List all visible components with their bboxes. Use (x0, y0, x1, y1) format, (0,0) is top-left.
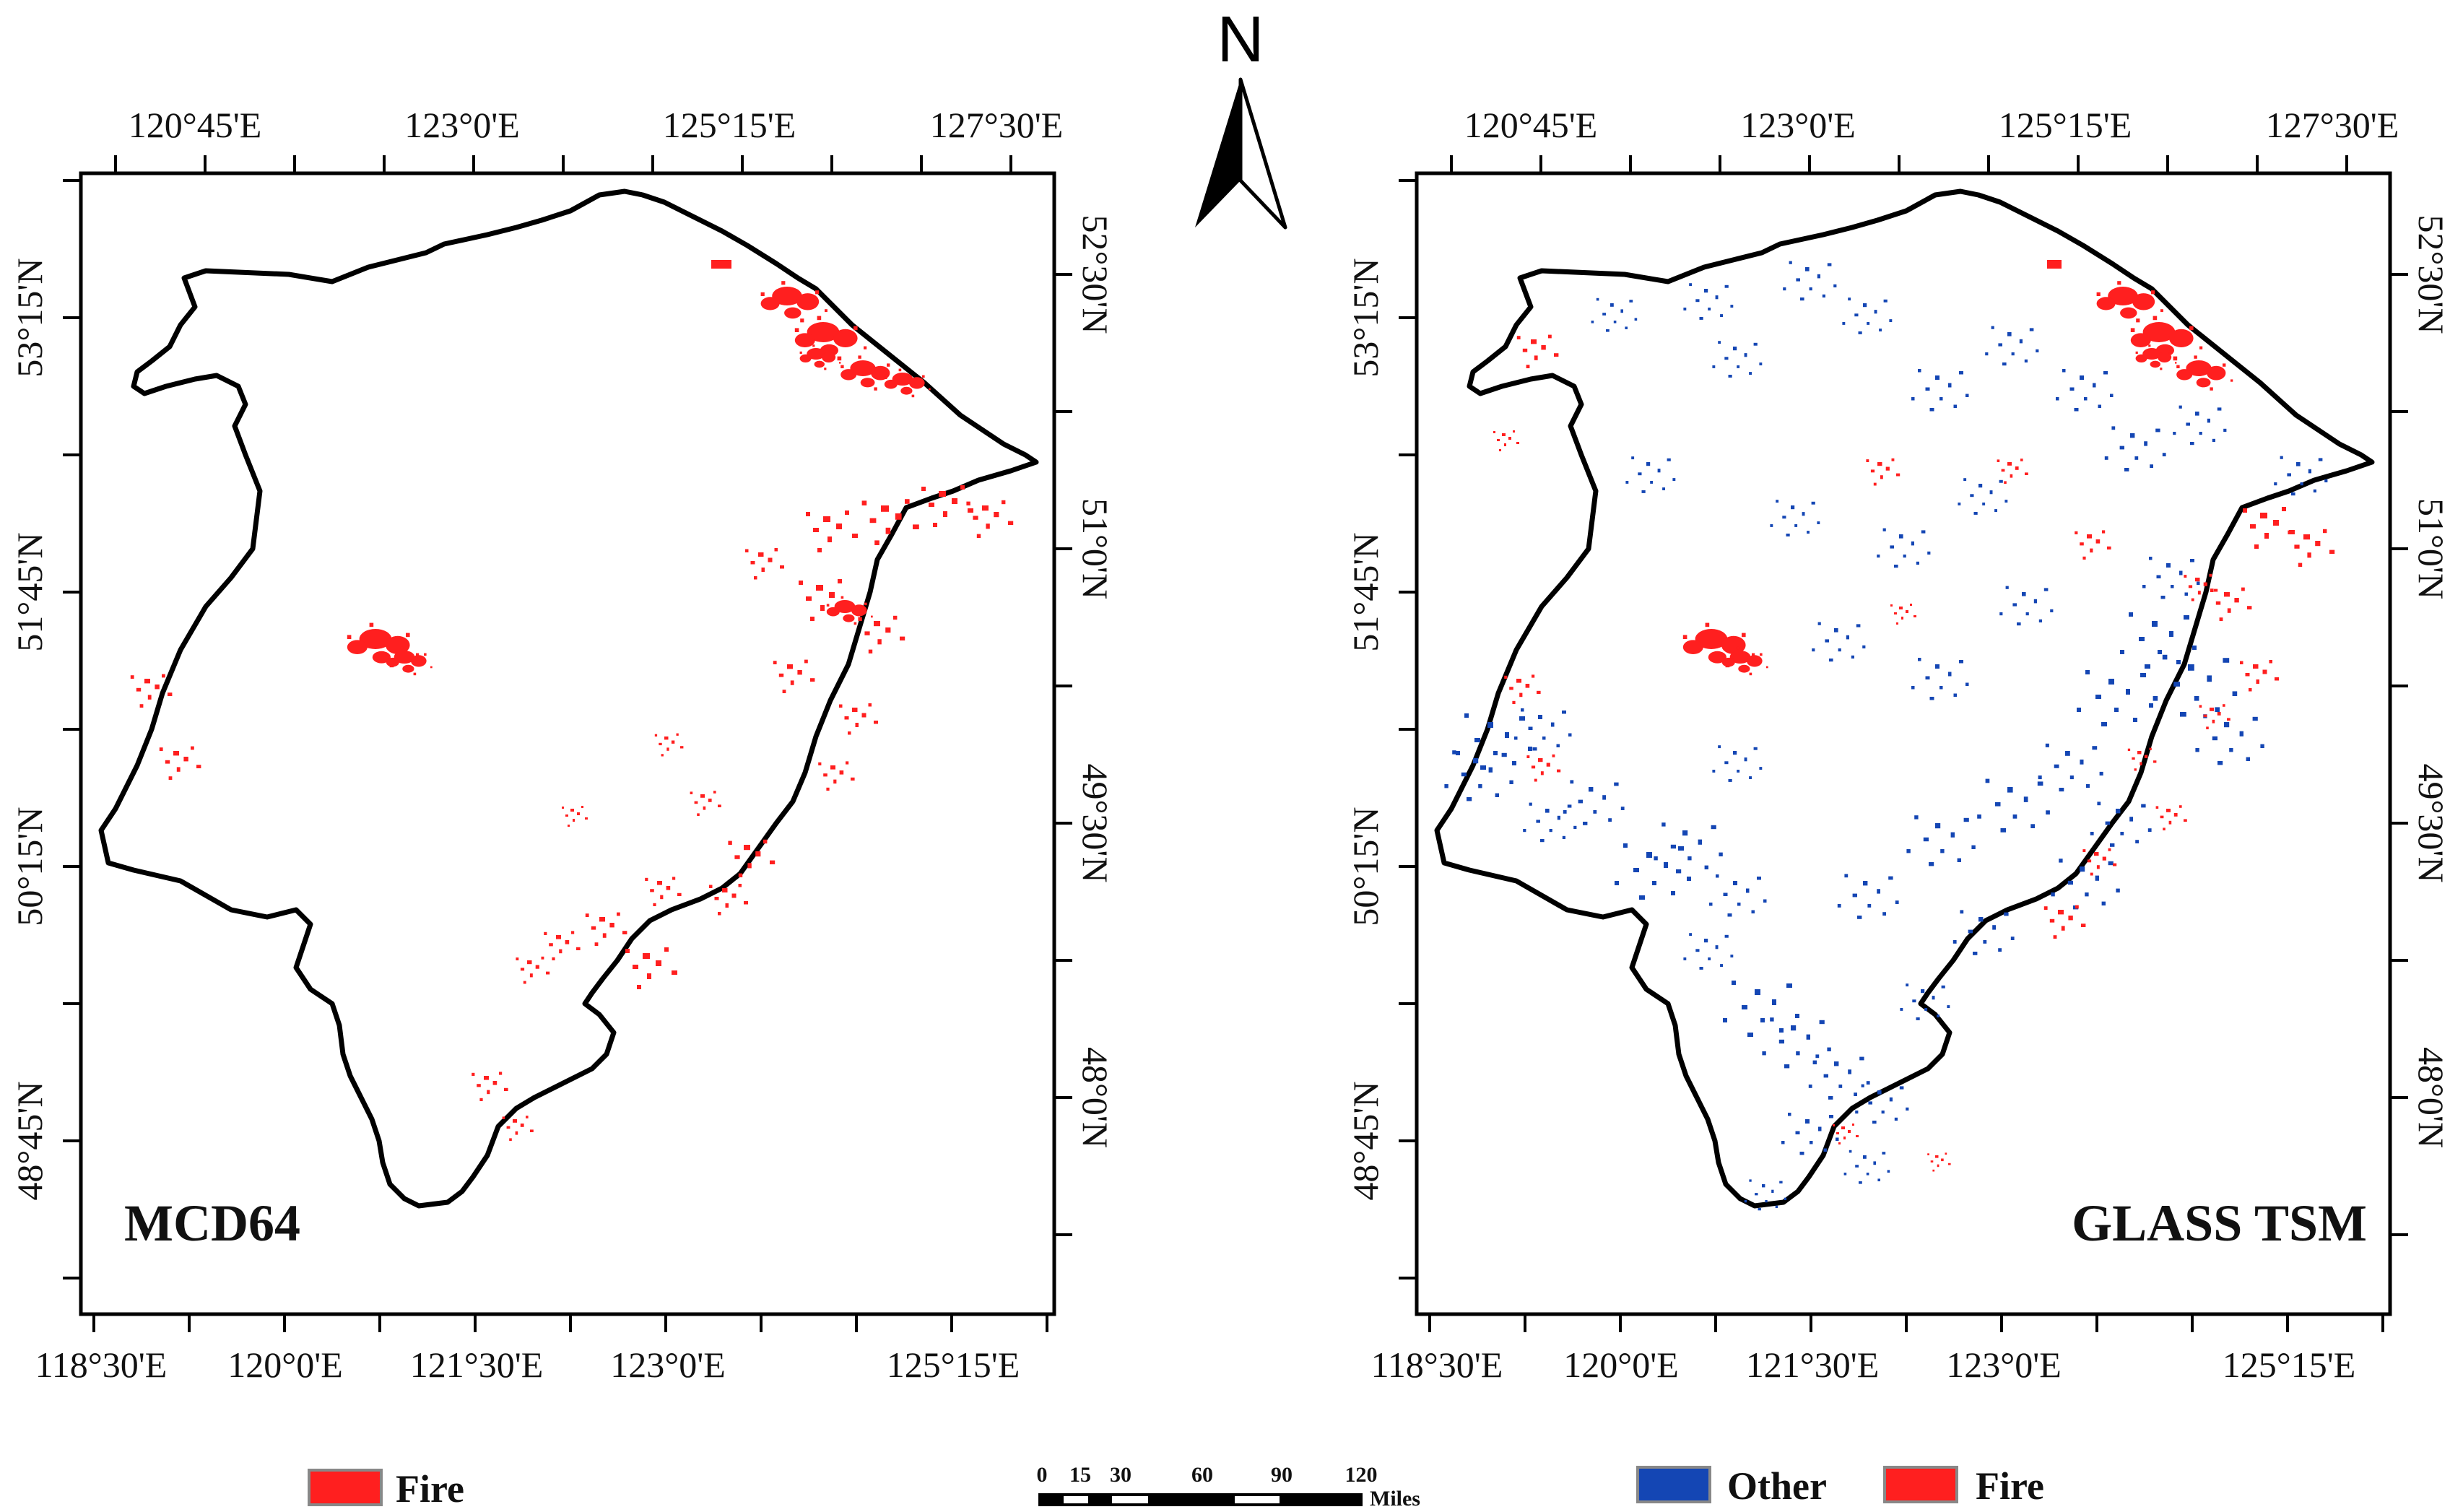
left-lat-label: 51°45'N (9, 532, 50, 651)
bottom-lon-label: 123°0'E (610, 1344, 726, 1385)
panel-mcd64: 120°45'E 123°0'E 125°15'E 127°30'E 118°3… (9, 105, 1116, 1385)
scale-tick-label: 60 (1191, 1463, 1213, 1487)
scale-tick-label: 15 (1069, 1463, 1091, 1487)
panel-label: MCD64 (124, 1194, 300, 1252)
right-ticks (1054, 273, 1072, 1236)
left-lat-label: 48°45'N (9, 1081, 50, 1200)
scale-tick-label: 0 (1037, 1463, 1048, 1487)
panel-label: GLASS TSM (2072, 1194, 2367, 1252)
legend-left: Fire (308, 1467, 464, 1511)
right-lat-label: 52°30'N (2411, 214, 2451, 334)
panel-glass-tsm: 120°45'E 123°0'E 125°15'E 127°30'E 118°3… (1345, 105, 2451, 1385)
scale-unit-label: Miles (1370, 1487, 1420, 1511)
top-lon-label: 125°15'E (663, 105, 796, 145)
bottom-lon-label: 121°30'E (1746, 1344, 1880, 1385)
top-lon-label: 127°30'E (2266, 105, 2399, 145)
legend-label: Fire (396, 1467, 464, 1511)
left-lat-label: 50°15'N (1345, 807, 1386, 926)
bottom-ticks (92, 1314, 1048, 1332)
top-lon-label: 127°30'E (930, 105, 1064, 145)
right-lat-label: 51°0'N (1075, 498, 1116, 599)
scale-tick-label: 90 (1271, 1463, 1293, 1487)
right-lat-label: 49°30'N (1075, 763, 1116, 882)
top-lon-label: 123°0'E (404, 105, 520, 145)
top-lon-label: 120°45'E (1464, 105, 1598, 145)
top-lon-label: 125°15'E (1999, 105, 2132, 145)
legend-swatch-fire (1883, 1466, 1958, 1503)
left-lat-label: 50°15'N (9, 807, 50, 926)
right-lat-label: 51°0'N (2411, 498, 2451, 599)
legend-swatch-other (1636, 1466, 1711, 1503)
bottom-lon-label: 120°0'E (227, 1344, 343, 1385)
right-lat-label: 49°30'N (2411, 763, 2451, 882)
left-lat-label: 53°15'N (9, 258, 50, 377)
left-ticks (1399, 179, 1417, 1279)
top-lon-label: 123°0'E (1740, 105, 1856, 145)
top-lon-label: 120°45'E (129, 105, 262, 145)
legend-label: Other (1727, 1464, 1827, 1508)
north-arrow-left-half (1195, 79, 1241, 227)
left-ticks (63, 179, 81, 1279)
scale-tick-label: 30 (1110, 1463, 1131, 1487)
scale-tick-label: 120 (1345, 1463, 1378, 1487)
top-ticks (114, 155, 1012, 173)
right-lat-label: 48°0'N (2411, 1047, 2451, 1148)
bottom-lon-label: 125°15'E (887, 1344, 1020, 1385)
bottom-ticks (1428, 1314, 2384, 1332)
right-lat-label: 52°30'N (1075, 214, 1116, 334)
fire-patches (1493, 260, 2335, 1172)
scale-bar: 0 15 30 60 90 120 Miles (1037, 1463, 1420, 1511)
north-label: N (1217, 4, 1264, 76)
bottom-lon-label: 118°30'E (1371, 1344, 1503, 1385)
legend-swatch-fire (308, 1469, 383, 1506)
left-lat-label: 48°45'N (1345, 1081, 1386, 1200)
legend-label: Fire (1976, 1464, 2044, 1508)
bottom-lon-label: 123°0'E (1946, 1344, 2062, 1385)
bottom-lon-label: 121°30'E (410, 1344, 544, 1385)
north-arrow-right-half (1238, 77, 1287, 230)
top-ticks (1450, 155, 2348, 173)
bottom-lon-label: 125°15'E (2223, 1344, 2356, 1385)
left-lat-label: 51°45'N (1345, 532, 1386, 651)
legend-right: Other Fire (1636, 1464, 2044, 1508)
north-arrow: N (1195, 4, 1287, 230)
right-lat-label: 48°0'N (1075, 1047, 1116, 1148)
bottom-lon-label: 120°0'E (1563, 1344, 1679, 1385)
right-ticks (2390, 273, 2408, 1236)
left-lat-label: 53°15'N (1345, 258, 1386, 377)
fire-patches (130, 260, 1014, 1141)
bottom-lon-label: 118°30'E (35, 1344, 168, 1385)
